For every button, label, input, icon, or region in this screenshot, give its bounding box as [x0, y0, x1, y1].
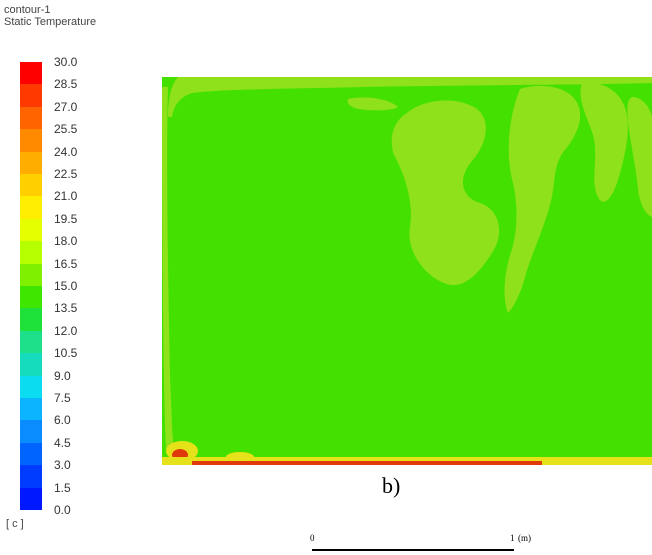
legend-tick-label: 19.5	[54, 211, 78, 226]
legend-tick-label: 16.5	[54, 256, 78, 271]
legend-tick-label: 1.5	[54, 480, 71, 495]
warm-plume	[448, 115, 474, 139]
legend-tick-label: 10.5	[54, 346, 78, 361]
legend-tick-label: 27.0	[54, 99, 78, 114]
warm-plume	[504, 85, 581, 313]
colorbar-band	[20, 196, 42, 220]
floor-hot-layer	[192, 461, 542, 465]
colorbar-band	[20, 241, 42, 265]
legend-tick-label: 0.0	[54, 503, 71, 517]
legend-tick-label: 6.0	[54, 413, 71, 428]
colorbar-band	[20, 218, 42, 242]
legend-tick-label: 4.5	[54, 435, 71, 450]
colorbar-band	[20, 308, 42, 332]
legend-tick-label: 13.5	[54, 301, 78, 316]
scale-end-label: 1	[510, 533, 515, 543]
colorbar-band	[20, 129, 42, 153]
legend-tick-label: 3.0	[54, 458, 71, 473]
colorbar	[20, 62, 42, 511]
contour-name: contour-1	[4, 4, 51, 16]
warm-plume	[580, 82, 628, 202]
colorbar-band	[20, 442, 42, 466]
scale-start-label: 0	[310, 533, 315, 543]
colorbar-band	[20, 353, 42, 377]
colorbar-band	[20, 174, 42, 197]
scale-bar: 0 1 (m)	[308, 533, 531, 553]
boundary-layer	[168, 77, 652, 117]
warm-plume	[347, 97, 398, 111]
warm-plume	[391, 100, 500, 286]
legend-tick-label: 21.0	[54, 189, 78, 204]
legend-tick-label: 28.5	[54, 77, 78, 92]
scale-unit-label: (m)	[518, 533, 531, 543]
colorbar-band	[20, 84, 42, 108]
colorbar-band	[20, 420, 42, 444]
contour-plot	[162, 77, 652, 465]
legend-tick-label: 12.0	[54, 323, 78, 338]
boundary-layer	[162, 87, 174, 449]
contour-title-block: contour-1 Static Temperature	[4, 4, 96, 28]
contour-plot-svg	[162, 77, 652, 465]
legend-tick-label: 24.0	[54, 144, 78, 159]
variable-name: Static Temperature	[4, 16, 97, 28]
legend-tick-label: 15.0	[54, 279, 78, 293]
colorbar-band	[20, 106, 42, 130]
colorbar-band	[20, 487, 42, 511]
legend-tick-label: 7.5	[54, 391, 71, 405]
legend-tick-label: 18.0	[54, 234, 78, 249]
legend-tick-label: 22.5	[54, 167, 78, 181]
colorbar-band	[20, 330, 42, 354]
colorbar-band	[20, 375, 42, 399]
panel-label: b)	[382, 473, 401, 498]
legend-tick-label: 25.5	[54, 122, 78, 137]
scale-bar-graphic	[312, 549, 514, 551]
colorbar-band	[20, 398, 42, 421]
colorbar-band	[20, 151, 42, 175]
colorbar-band	[20, 286, 42, 309]
colorbar-band	[20, 62, 42, 85]
legend-tick-label: 9.0	[54, 368, 71, 383]
unit-label: [ c ]	[6, 518, 24, 530]
colorbar-band	[20, 263, 42, 287]
legend-tick-label: 30.0	[54, 55, 78, 69]
colorbar-band	[20, 465, 42, 489]
warm-plume	[627, 97, 652, 217]
